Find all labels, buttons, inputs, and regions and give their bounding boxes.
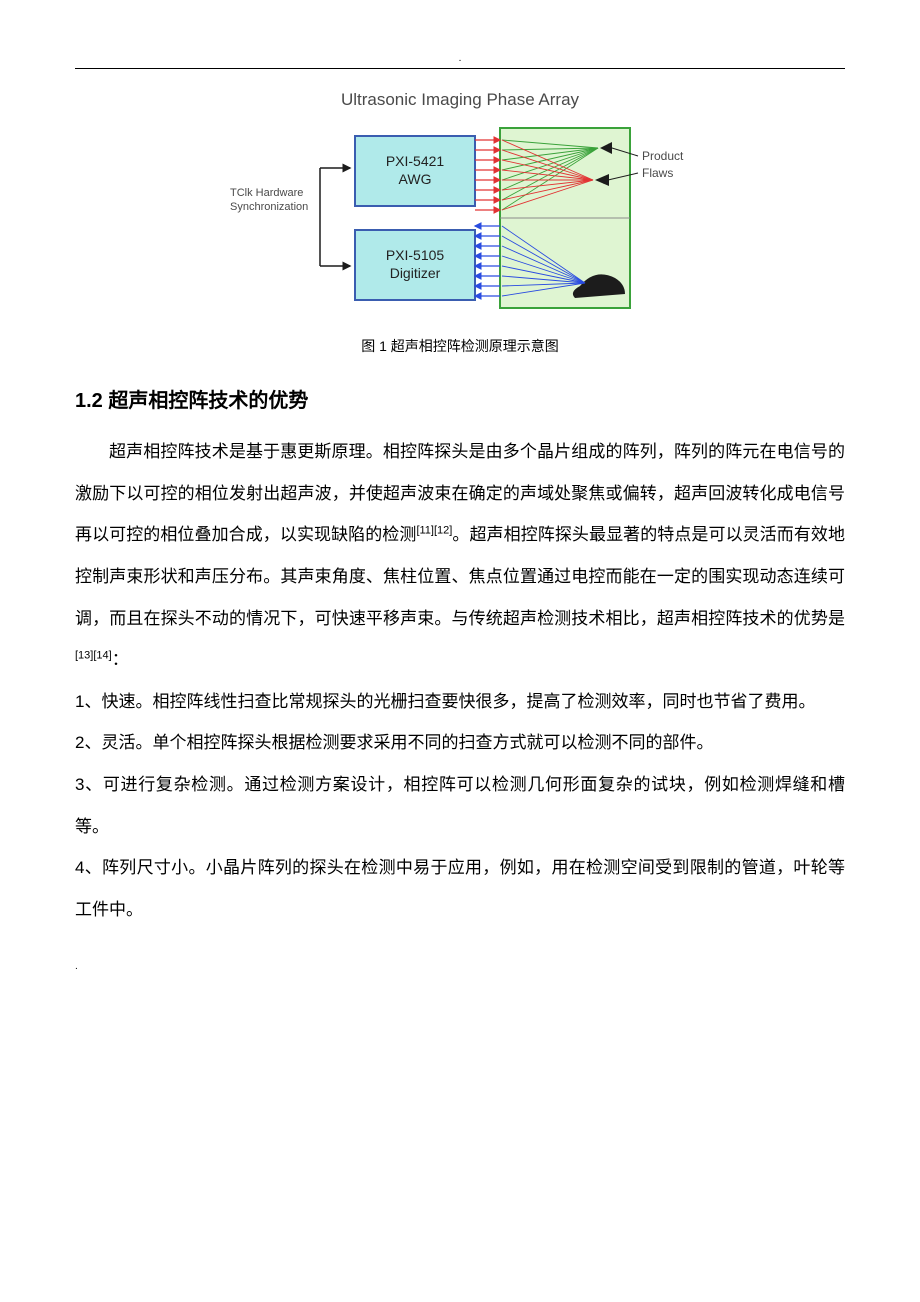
list-item: 2、灵活。单个相控阵探头根据检测要求采用不同的扫查方式就可以检测不同的部件。 xyxy=(75,722,845,764)
svg-text:Product: Product xyxy=(642,149,684,163)
top-rule xyxy=(75,68,845,69)
list-item: 1、快速。相控阵线性扫查比常规探头的光栅扫查要快很多，提高了检测效率，同时也节省… xyxy=(75,681,845,723)
diagram-title: Ultrasonic Imaging Phase Array xyxy=(220,90,700,110)
page-container: . Ultrasonic Imaging Phase Array TClk Ha… xyxy=(0,0,920,1012)
svg-text:PXI-5421: PXI-5421 xyxy=(386,153,445,169)
body-paragraph: 超声相控阵技术是基于惠更斯原理。相控阵探头是由多个晶片组成的阵列，阵列的阵元在电… xyxy=(75,431,845,681)
svg-text:Flaws: Flaws xyxy=(642,166,673,180)
phase-array-diagram: TClk Hardware Synchronization PXI-5421 AWG P… xyxy=(220,118,700,318)
svg-text:AWG: AWG xyxy=(399,171,432,187)
rule-center-dot: . xyxy=(75,53,845,64)
diagram-caption: 图 1 超声相控阵检测原理示意图 xyxy=(75,336,845,356)
diagram-block: Ultrasonic Imaging Phase Array TClk Hard… xyxy=(220,90,700,318)
svg-text:Digitizer: Digitizer xyxy=(390,265,441,281)
svg-text:Synchronization: Synchronization xyxy=(230,201,308,213)
list-item: 3、可进行复杂检测。通过检测方案设计，相控阵可以检测几何形面复杂的试块，例如检测… xyxy=(75,764,845,847)
section-heading: 1.2 超声相控阵技术的优势 xyxy=(75,384,845,413)
advantage-list: 1、快速。相控阵线性扫查比常规探头的光栅扫查要快很多，提高了检测效率，同时也节省… xyxy=(75,681,845,931)
svg-text:PXI-5105: PXI-5105 xyxy=(386,247,445,263)
foot-dot: . xyxy=(75,961,845,972)
svg-text:TClk Hardware: TClk Hardware xyxy=(230,187,303,199)
list-item: 4、阵列尺寸小。小晶片阵列的探头在检测中易于应用，例如，用在检测空间受到限制的管… xyxy=(75,847,845,930)
